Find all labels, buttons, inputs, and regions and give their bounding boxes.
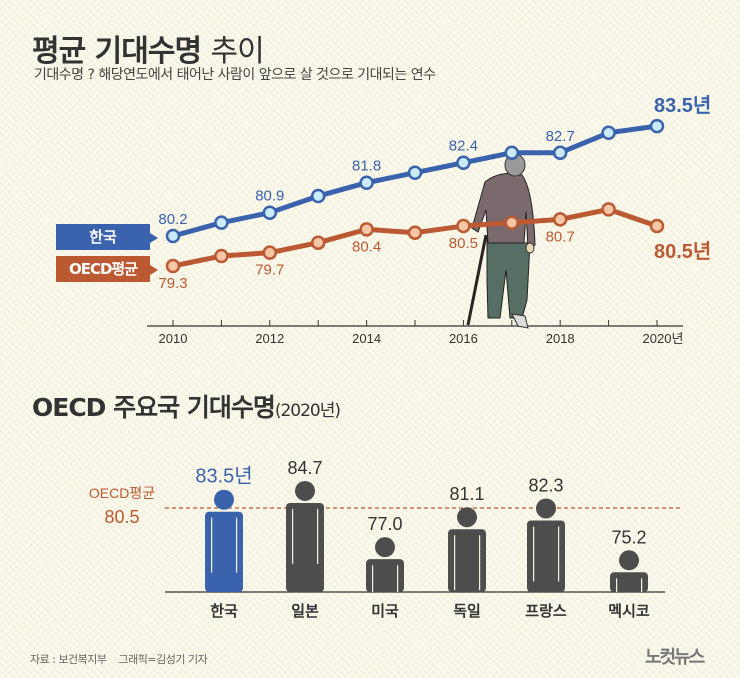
data-point: [456, 218, 471, 234]
data-label: 83.5년: [654, 94, 711, 117]
value-label: 84.7: [287, 458, 322, 478]
country-label: 미국: [371, 602, 399, 620]
data-point: [262, 245, 278, 260]
data-point: [601, 125, 616, 141]
value-label: 82.3: [528, 475, 563, 495]
bar-chart-title: OECD 주요국 기대수명(2020년): [32, 388, 341, 424]
person-figure-2: [366, 537, 404, 592]
data-label: 80.5: [449, 235, 478, 252]
country-label: 프랑스: [525, 602, 567, 620]
x-tick-label: 2012: [255, 331, 284, 346]
data-point: [262, 205, 278, 220]
x-tick-label: 2018: [546, 331, 575, 346]
data-point: [649, 118, 665, 134]
data-label: 79.7: [255, 262, 284, 279]
data-point: [552, 145, 568, 160]
country-label: 멕시코: [608, 602, 650, 620]
data-point: [601, 202, 616, 217]
data-label: 80.4: [352, 238, 381, 255]
x-tick-label: 2010: [159, 331, 188, 346]
data-label: 82.4: [449, 138, 478, 155]
data-point: [214, 215, 229, 230]
oecd-average-value: 80.5: [104, 507, 139, 527]
data-point: [649, 218, 665, 234]
bar-title-bold: OECD 주요국 기대수명: [32, 393, 276, 422]
data-label: 80.2: [158, 211, 187, 228]
oecd-average-label: OECD평균: [89, 485, 155, 501]
data-label: 81.8: [352, 158, 381, 175]
country-label: 독일: [453, 602, 481, 620]
value-label: 81.1: [449, 484, 484, 504]
title-bold: 평균 기대수명: [32, 34, 202, 69]
page-title: 평균 기대수명 추이: [32, 26, 265, 70]
data-point: [310, 235, 326, 250]
bar-title-year: (2020년): [274, 401, 341, 421]
data-point: [359, 222, 374, 237]
data-point: [552, 212, 568, 227]
nocut-news-logo: 노컷뉴스: [645, 647, 705, 668]
x-tick-label: 2016: [449, 331, 478, 346]
x-tick-label: 2020년: [643, 331, 684, 346]
title-light: 추이: [210, 34, 265, 69]
value-label: 83.5년: [195, 465, 252, 488]
data-point: [456, 155, 471, 170]
legend-korea: 한국: [56, 224, 158, 250]
data-point: [359, 175, 374, 190]
value-label: 75.2: [611, 527, 646, 547]
value-label: 77.0: [367, 514, 402, 534]
line-chart: 2010 2012 2014 2016 2018 2020년 80.2 80.9 81.8 82.…: [147, 94, 711, 346]
person-figure-3: [448, 507, 486, 592]
data-label: 80.9: [255, 188, 284, 205]
data-label: 80.7: [546, 228, 575, 245]
data-point: [214, 248, 229, 264]
data-point: [310, 188, 326, 204]
data-label: 82.7: [546, 128, 575, 145]
person-figure-1: [286, 480, 324, 592]
subtitle: 기대수명 ? 해당연도에서 태어난 사람이 앞으로 살 것으로 기대되는 연수: [34, 67, 436, 83]
data-point: [504, 215, 520, 230]
country-label: 한국: [210, 602, 238, 620]
person-figure-0: [205, 489, 243, 592]
legend-oecd: OECD평균: [56, 256, 158, 282]
data-label: 79.3: [158, 275, 187, 292]
elderly-man-illustration: [466, 153, 536, 329]
data-point: [504, 145, 520, 160]
data-point: [407, 165, 423, 180]
x-tick-label: 2014: [352, 331, 381, 346]
data-point: [407, 225, 423, 240]
data-label: 80.5년: [654, 240, 711, 263]
source-credit: 자료 : 보건복지부 그래픽=김성기 기자: [30, 653, 208, 666]
person-figure-5: [610, 550, 648, 592]
data-point: [165, 258, 181, 274]
data-point: [165, 228, 181, 244]
person-figure-4: [527, 498, 565, 592]
country-label: 일본: [291, 602, 319, 620]
